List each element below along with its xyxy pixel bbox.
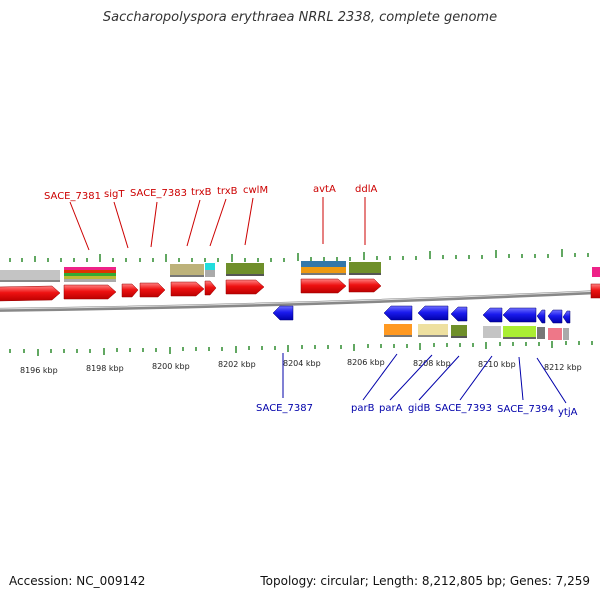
- top-tick-row: [9, 249, 589, 262]
- gene-arrow[interactable]: [272, 305, 294, 321]
- gene-arrow[interactable]: [536, 309, 546, 324]
- gene-arrow[interactable]: [590, 283, 600, 299]
- genome-backbone-highlight: [0, 290, 600, 310]
- gene-arrow[interactable]: [547, 309, 563, 324]
- axis-label: 8196 kbp: [20, 366, 58, 375]
- bottom-tick-row: [9, 341, 593, 356]
- axis-label: 8210 kbp: [478, 360, 516, 369]
- gene-arrow[interactable]: [121, 283, 139, 298]
- gene-label-top[interactable]: cwlM: [243, 185, 268, 196]
- gene-label-top[interactable]: sigT: [104, 189, 125, 200]
- gene-label-top[interactable]: trxB: [217, 186, 238, 197]
- reverse-genes: [272, 305, 571, 324]
- accession-label: Accession: NC_009142: [9, 574, 146, 588]
- gene-label-top[interactable]: ddlA: [355, 184, 377, 195]
- forward-genes: [0, 278, 600, 302]
- gene-arrow[interactable]: [139, 282, 166, 298]
- gene-label-bottom[interactable]: SACE_7393: [435, 403, 492, 414]
- gene-arrow[interactable]: [450, 306, 468, 322]
- gene-arrow[interactable]: [502, 307, 537, 323]
- gene-label-top[interactable]: trxB: [191, 187, 212, 198]
- gene-label-top[interactable]: avtA: [313, 184, 336, 195]
- gene-label-bottom[interactable]: SACE_7387: [256, 403, 313, 414]
- topology-label: Topology: circular; Length: 8,212,805 bp…: [260, 574, 590, 588]
- genome-backbone: [0, 290, 600, 312]
- gene-arrow[interactable]: [300, 278, 347, 294]
- top-label-connectors: [69, 197, 366, 251]
- gene-arrow[interactable]: [0, 285, 61, 302]
- gene-label-bottom[interactable]: parB: [351, 403, 375, 414]
- gene-label-top[interactable]: SACE_7381: [44, 191, 101, 202]
- axis-label: 8200 kbp: [152, 362, 190, 371]
- gene-label-bottom[interactable]: SACE_7394: [497, 404, 554, 415]
- bottom-label-connectors: [282, 353, 567, 404]
- gene-arrow[interactable]: [348, 278, 382, 293]
- axis-label: 8208 kbp: [413, 359, 451, 368]
- axis-label: 8204 kbp: [283, 359, 321, 368]
- gene-arrow[interactable]: [482, 307, 503, 323]
- gene-arrow[interactable]: [562, 310, 571, 324]
- gene-arrow[interactable]: [417, 305, 449, 321]
- gene-arrow[interactable]: [225, 279, 265, 295]
- gene-arrow[interactable]: [383, 305, 413, 321]
- bottom-feature-boxes: [384, 324, 569, 340]
- axis-label: 8212 kbp: [544, 363, 582, 372]
- axis-label: 8206 kbp: [347, 358, 385, 367]
- gene-arrow[interactable]: [204, 280, 217, 296]
- genome-title: Saccharopolyspora erythraea NRRL 2338, c…: [102, 10, 498, 25]
- gene-arrow[interactable]: [170, 281, 205, 297]
- top-feature-boxes: [0, 261, 600, 282]
- gene-label-bottom[interactable]: gidB: [408, 403, 430, 414]
- gene-label-bottom[interactable]: ytjA: [558, 407, 578, 418]
- gene-arrow[interactable]: [63, 284, 117, 300]
- gene-label-bottom[interactable]: parA: [379, 403, 403, 414]
- axis-label: 8202 kbp: [218, 360, 256, 369]
- axis-label: 8198 kbp: [86, 364, 124, 373]
- gene-label-top[interactable]: SACE_7383: [130, 188, 187, 199]
